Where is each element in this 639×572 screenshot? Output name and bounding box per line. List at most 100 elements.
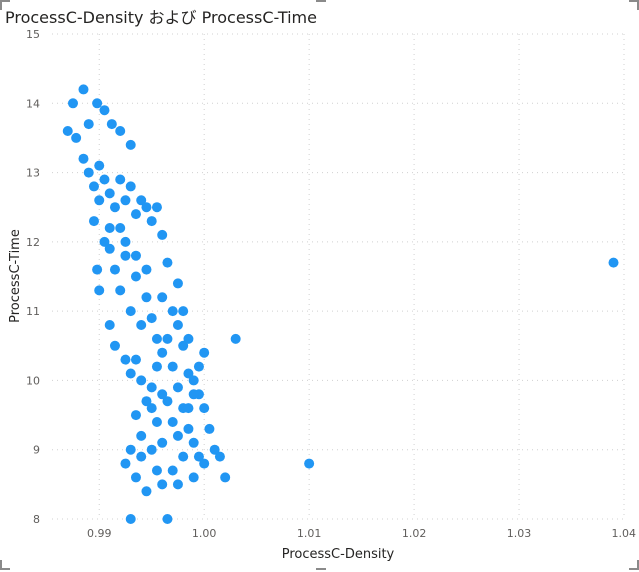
data-point[interactable] — [151, 465, 162, 476]
data-point[interactable] — [162, 257, 173, 268]
data-point[interactable] — [162, 514, 173, 524]
data-point[interactable] — [109, 264, 120, 275]
resize-handle-top-left[interactable] — [0, 0, 10, 10]
data-point[interactable] — [157, 479, 168, 490]
resize-handle-bottom-right[interactable] — [629, 560, 639, 570]
data-point[interactable] — [151, 361, 162, 372]
data-points[interactable] — [62, 84, 619, 524]
data-point[interactable] — [157, 389, 168, 400]
data-point[interactable] — [136, 430, 147, 441]
data-point[interactable] — [167, 465, 178, 476]
data-point[interactable] — [214, 451, 225, 462]
data-point[interactable] — [71, 132, 82, 143]
data-point[interactable] — [183, 403, 194, 414]
data-point[interactable] — [136, 451, 147, 462]
data-point[interactable] — [136, 195, 147, 206]
data-point[interactable] — [146, 382, 157, 393]
data-point[interactable] — [92, 98, 103, 109]
data-point[interactable] — [104, 243, 115, 254]
resize-handle-top[interactable] — [316, 0, 326, 2]
data-point[interactable] — [172, 278, 183, 289]
data-point[interactable] — [167, 417, 178, 427]
data-point[interactable] — [125, 306, 136, 317]
data-point[interactable] — [151, 417, 162, 427]
data-point[interactable] — [178, 340, 189, 351]
data-point[interactable] — [94, 160, 105, 171]
data-point[interactable] — [188, 472, 199, 483]
data-point[interactable] — [109, 202, 120, 213]
data-point[interactable] — [608, 257, 619, 268]
data-point[interactable] — [188, 437, 199, 448]
data-point[interactable] — [178, 306, 189, 317]
data-point[interactable] — [115, 285, 126, 296]
data-point[interactable] — [115, 174, 126, 185]
data-point[interactable] — [125, 139, 136, 150]
data-point[interactable] — [146, 403, 157, 414]
data-point[interactable] — [162, 333, 173, 344]
data-point[interactable] — [83, 119, 94, 130]
data-point[interactable] — [146, 313, 157, 324]
data-point[interactable] — [104, 320, 115, 330]
data-point[interactable] — [204, 423, 215, 434]
data-point[interactable] — [151, 333, 162, 344]
data-point[interactable] — [120, 236, 131, 247]
data-point[interactable] — [172, 320, 183, 330]
resize-handle-bottom-left[interactable] — [0, 560, 10, 570]
data-point[interactable] — [130, 410, 141, 421]
data-point[interactable] — [209, 444, 220, 455]
data-point[interactable] — [120, 354, 131, 365]
data-point[interactable] — [157, 292, 168, 303]
data-point[interactable] — [99, 236, 110, 247]
data-point[interactable] — [115, 223, 126, 233]
data-point[interactable] — [94, 285, 105, 296]
data-point[interactable] — [120, 250, 131, 261]
data-point[interactable] — [199, 347, 210, 358]
data-point[interactable] — [157, 347, 168, 358]
data-point[interactable] — [141, 202, 152, 213]
data-point[interactable] — [120, 195, 131, 206]
data-point[interactable] — [125, 444, 136, 455]
data-point[interactable] — [146, 216, 157, 227]
data-point[interactable] — [141, 264, 152, 275]
data-point[interactable] — [99, 174, 110, 185]
data-point[interactable] — [125, 514, 136, 524]
data-point[interactable] — [130, 250, 141, 261]
data-point[interactable] — [178, 451, 189, 462]
data-point[interactable] — [104, 188, 115, 199]
data-point[interactable] — [167, 306, 178, 317]
data-point[interactable] — [94, 195, 105, 206]
data-point[interactable] — [125, 368, 136, 379]
data-point[interactable] — [109, 340, 120, 351]
data-point[interactable] — [183, 423, 194, 434]
data-point[interactable] — [67, 98, 78, 109]
data-point[interactable] — [120, 458, 131, 469]
data-point[interactable] — [183, 333, 194, 344]
data-point[interactable] — [78, 153, 89, 164]
data-point[interactable] — [141, 486, 152, 497]
data-point[interactable] — [162, 396, 173, 407]
data-point[interactable] — [104, 223, 115, 233]
data-point[interactable] — [151, 202, 162, 213]
data-point[interactable] — [304, 458, 315, 469]
data-point[interactable] — [88, 181, 99, 192]
data-point[interactable] — [188, 375, 199, 386]
data-point[interactable] — [62, 126, 73, 136]
data-point[interactable] — [146, 444, 157, 455]
data-point[interactable] — [172, 430, 183, 441]
data-point[interactable] — [125, 181, 136, 192]
data-point[interactable] — [88, 216, 99, 227]
data-point[interactable] — [199, 458, 210, 469]
data-point[interactable] — [130, 354, 141, 365]
data-point[interactable] — [199, 403, 210, 414]
data-point[interactable] — [172, 382, 183, 393]
data-point[interactable] — [157, 229, 168, 240]
data-point[interactable] — [130, 209, 141, 220]
data-point[interactable] — [188, 389, 199, 400]
data-point[interactable] — [136, 375, 147, 386]
data-point[interactable] — [115, 126, 126, 136]
resize-handle-top-right[interactable] — [629, 0, 639, 10]
data-point[interactable] — [130, 271, 141, 282]
data-point[interactable] — [193, 361, 204, 372]
data-point[interactable] — [167, 361, 178, 372]
data-point[interactable] — [183, 368, 194, 379]
